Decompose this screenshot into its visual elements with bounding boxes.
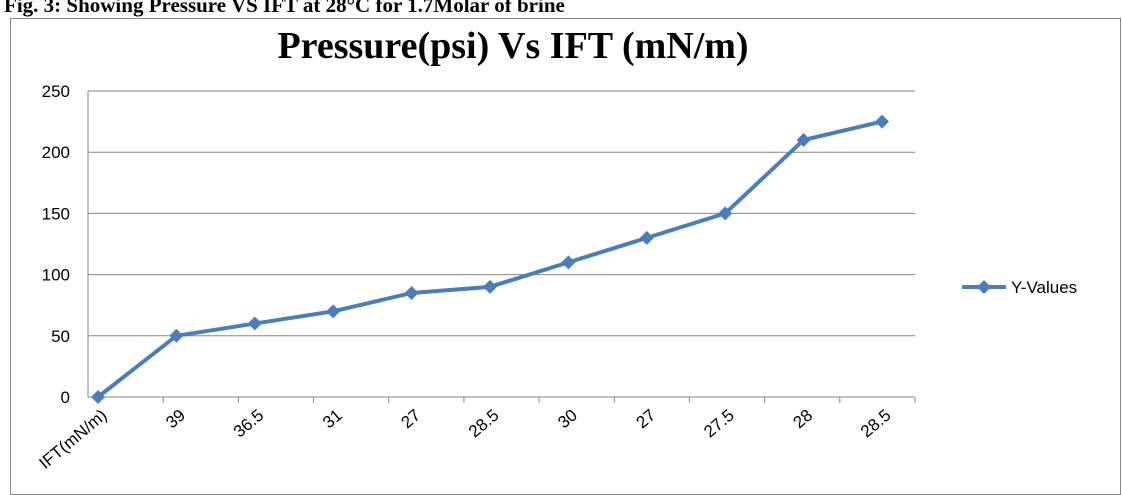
x-tick-label: 30 [554, 406, 581, 433]
point-marker [91, 390, 105, 404]
point-marker [875, 114, 889, 129]
series-line [96, 119, 883, 399]
y-tick-label: 50 [51, 327, 70, 346]
x-tick-label: 39 [162, 406, 189, 433]
point-marker [169, 328, 184, 343]
legend-label: Y-Values [1011, 278, 1077, 297]
point-marker [326, 304, 341, 319]
point-marker [718, 206, 733, 221]
legend-marker [977, 280, 991, 294]
point-marker [247, 316, 262, 331]
y-tick-label: 250 [42, 82, 70, 101]
y-tick-label: 100 [42, 266, 70, 285]
y-tick-label: 0 [61, 388, 70, 407]
point-marker [404, 285, 419, 300]
chart-title: Pressure(psi) Vs IFT (mN/m) [277, 25, 748, 67]
y-tick-label: 200 [42, 143, 70, 162]
caption: Fig. 3: Showing Pressure VS IFT at 28°C … [4, 0, 565, 17]
x-tick-label: 27 [633, 406, 660, 433]
point-marker [561, 255, 576, 270]
point-marker [483, 279, 497, 294]
point-marker [796, 132, 811, 147]
y-tick-label: 150 [42, 204, 70, 223]
x-tick-label: 27 [397, 406, 424, 433]
x-tick-label: 28.5 [857, 406, 895, 442]
x-tick-label: 36.5 [230, 406, 268, 442]
x-tick-label: 28 [789, 406, 816, 433]
point-marker [639, 230, 654, 245]
x-tick-label: 31 [319, 406, 346, 433]
x-tick-label: IFT(mN/m) [35, 406, 110, 473]
x-tick-label: 27.5 [700, 406, 738, 442]
x-tick-label: 28.5 [465, 406, 503, 442]
